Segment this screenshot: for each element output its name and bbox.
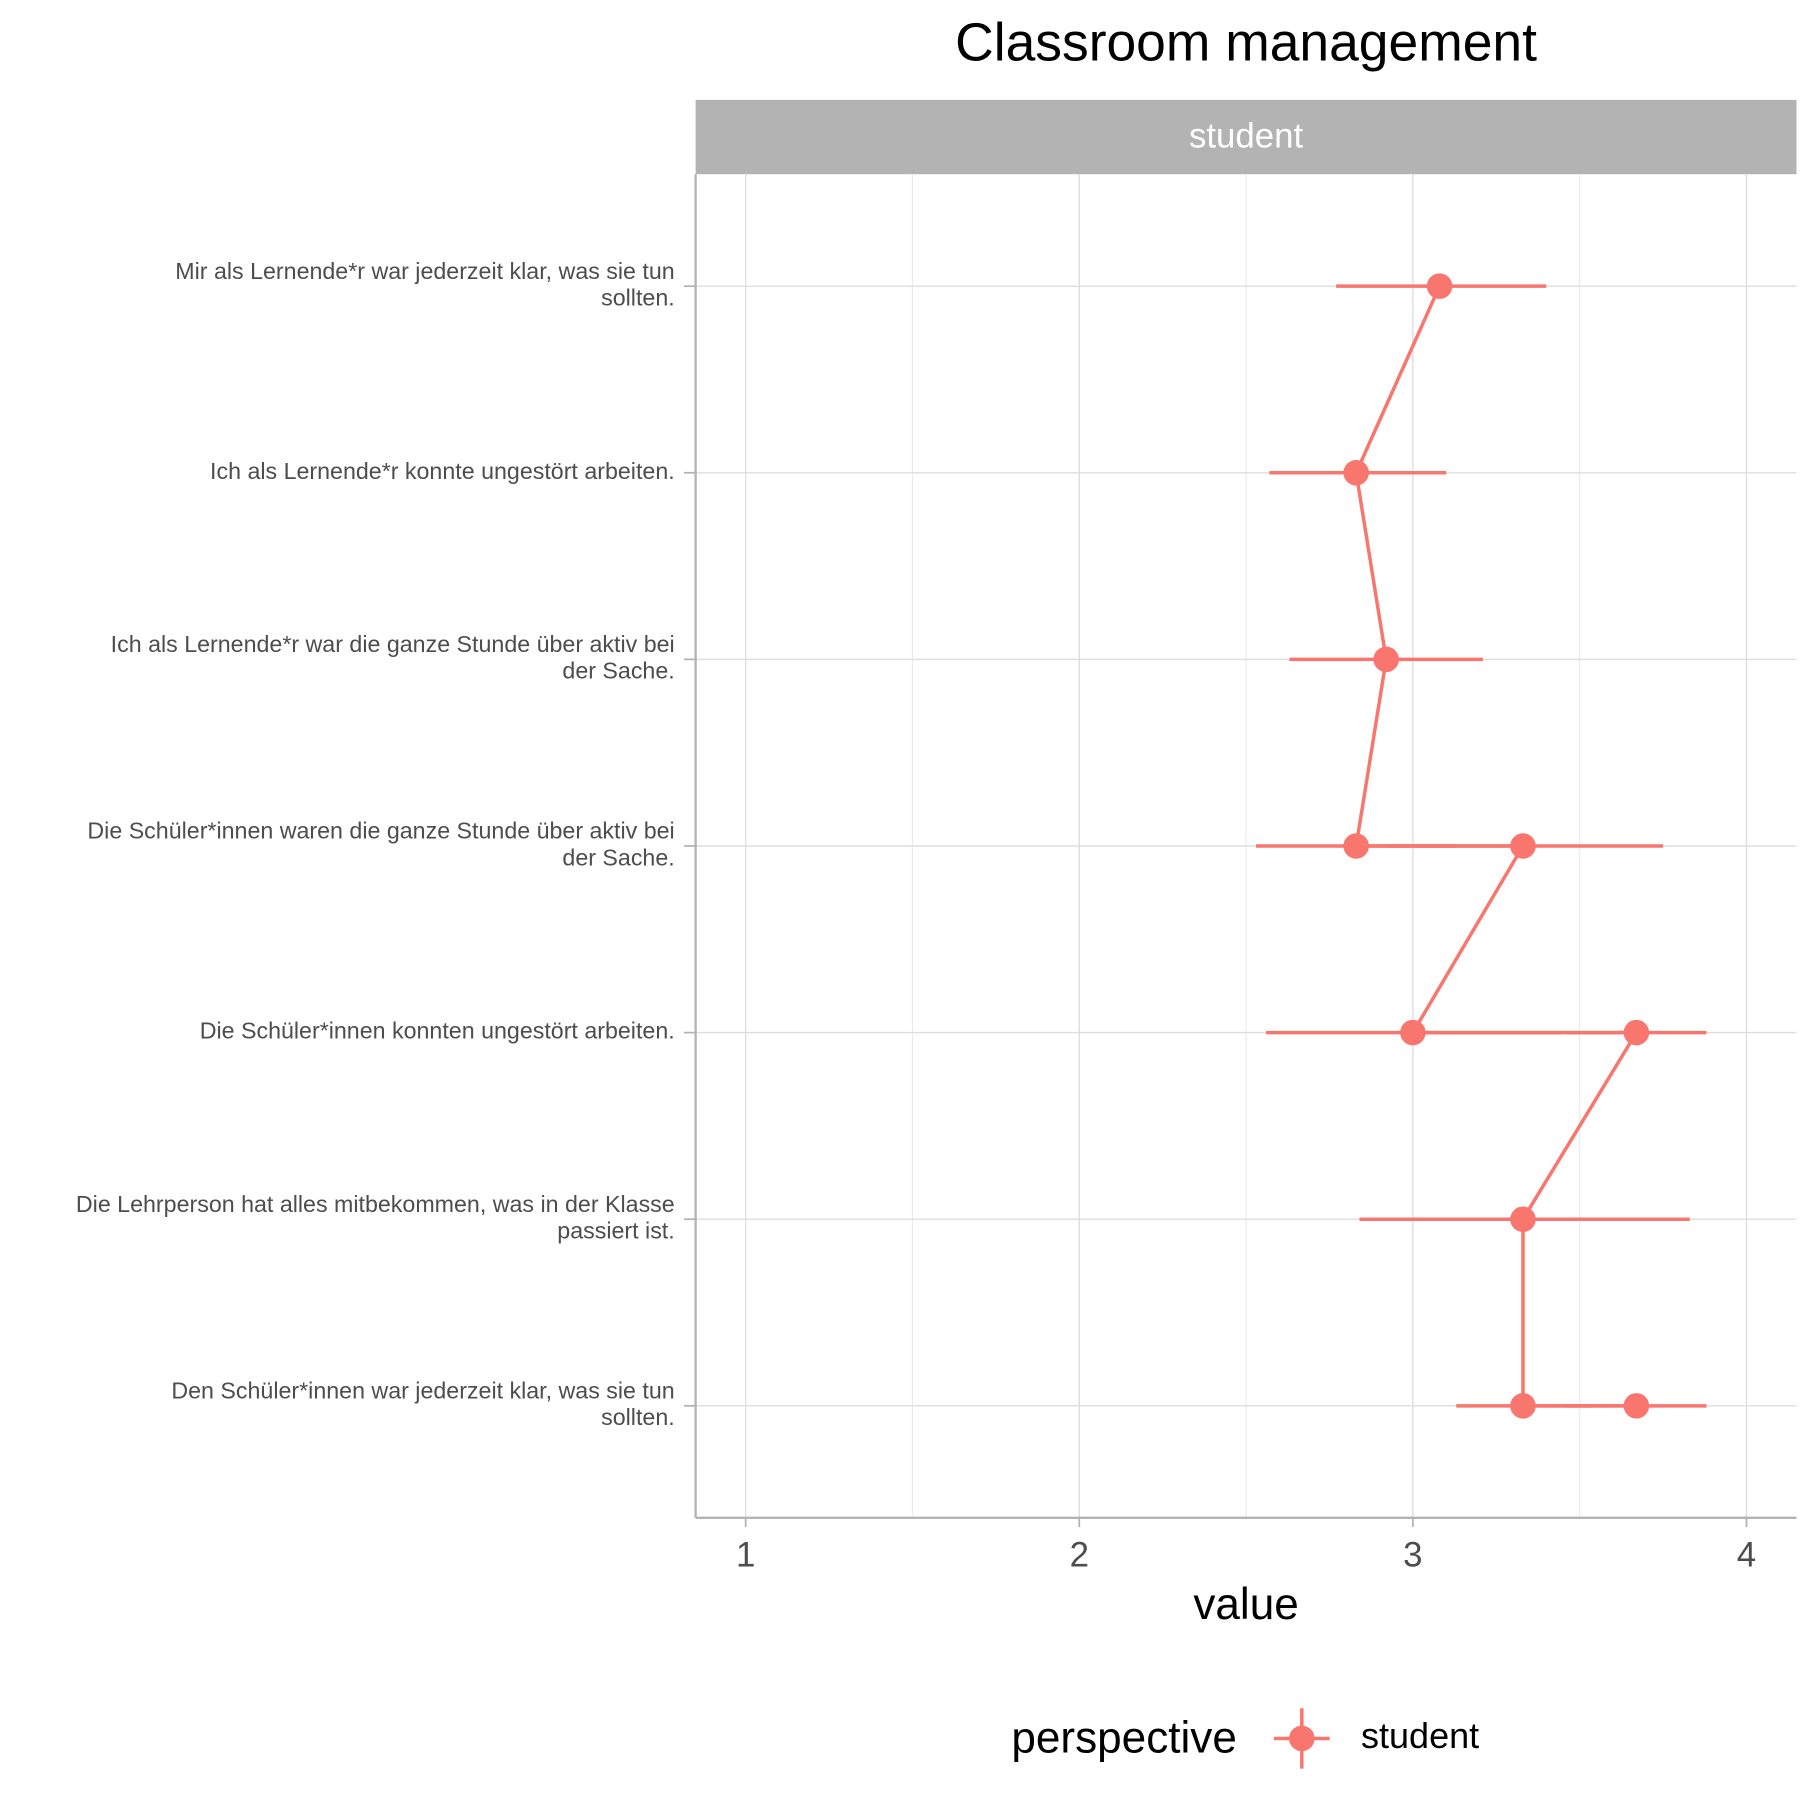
y-tick-label: Die Lehrperson hat alles mitbekommen, wa… bbox=[76, 1191, 675, 1244]
point bbox=[1426, 273, 1453, 299]
point bbox=[1510, 833, 1536, 859]
point bbox=[1510, 1393, 1536, 1419]
x-tick-label: 1 bbox=[736, 1535, 755, 1574]
legend-key bbox=[1289, 1725, 1315, 1752]
y-tick-label: Ich als Lernende*r konnte ungestört arbe… bbox=[210, 458, 675, 484]
y-tick-label: Den Schüler*innen war jederzeit klar, wa… bbox=[171, 1378, 674, 1431]
point bbox=[1343, 460, 1369, 486]
point bbox=[1400, 1019, 1426, 1046]
point bbox=[1510, 1206, 1536, 1232]
x-tick-label: 2 bbox=[1070, 1535, 1089, 1574]
series-line bbox=[1354, 285, 1640, 1408]
x-tick-label: 3 bbox=[1403, 1535, 1422, 1574]
x-tick-label: 4 bbox=[1737, 1535, 1756, 1574]
legend-title: perspective bbox=[1011, 1713, 1237, 1762]
point bbox=[1373, 646, 1399, 673]
x-axis-title: value bbox=[1193, 1580, 1298, 1629]
point bbox=[1343, 833, 1369, 859]
point bbox=[1623, 1019, 1650, 1046]
facet-strip bbox=[695, 99, 1797, 175]
facet-label: student bbox=[1189, 116, 1304, 155]
chart-title: Classroom management bbox=[955, 14, 1537, 73]
point bbox=[1623, 1393, 1650, 1419]
legend-label: student bbox=[1361, 1715, 1479, 1756]
y-tick-label: Die Schüler*innen waren die ganze Stunde… bbox=[87, 818, 674, 871]
y-tick-label: Ich als Lernende*r war die ganze Stunde … bbox=[111, 631, 675, 684]
y-tick-label: Die Schüler*innen konnten ungestört arbe… bbox=[200, 1018, 675, 1044]
y-tick-label: Mir als Lernende*r war jederzeit klar, w… bbox=[175, 258, 674, 311]
